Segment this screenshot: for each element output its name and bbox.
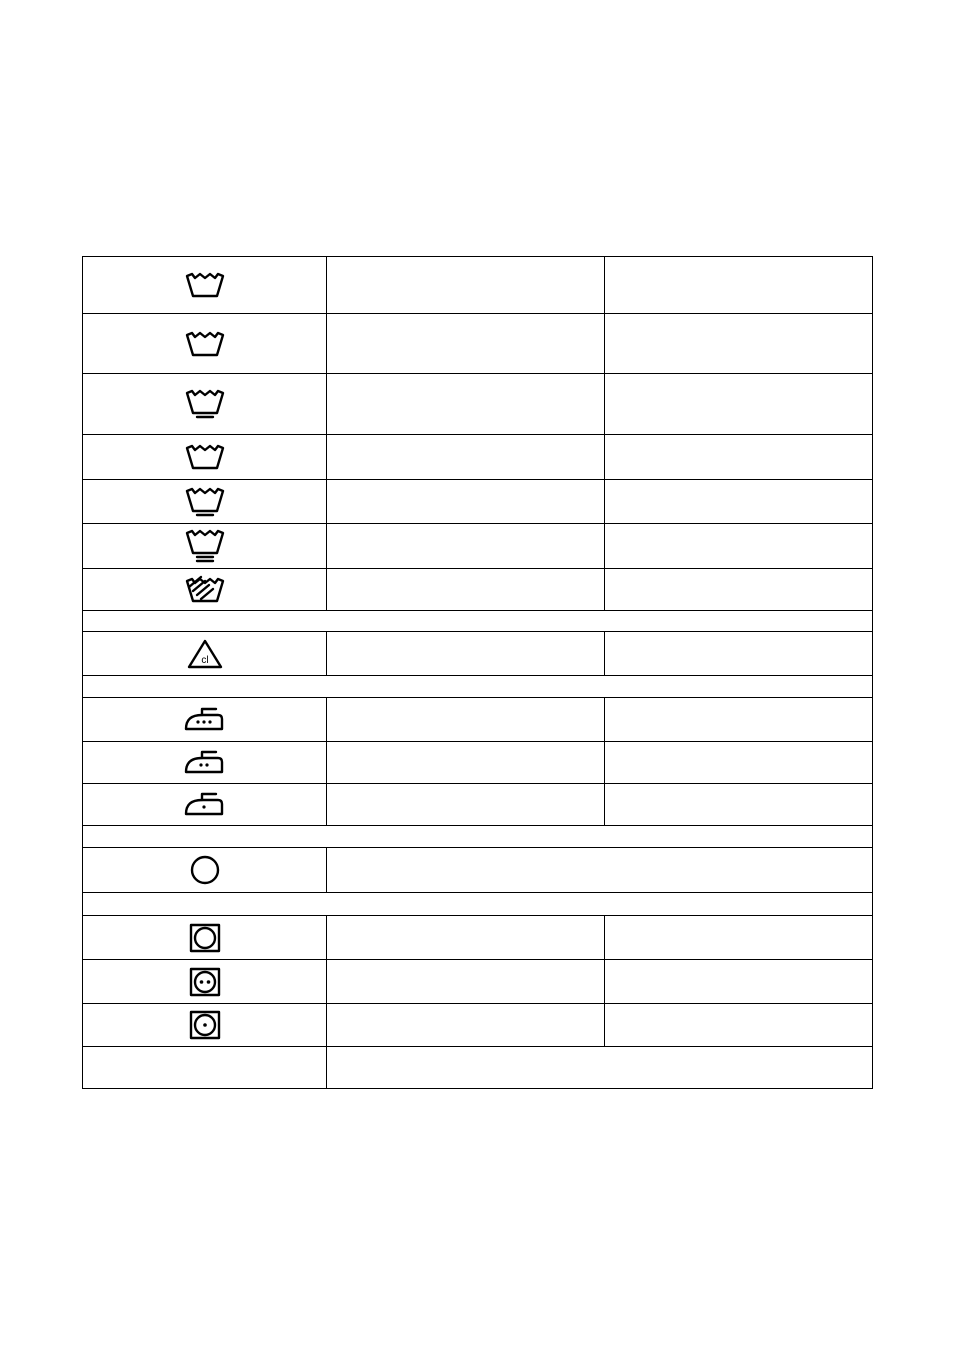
extra-cell (605, 1004, 873, 1047)
table-row (83, 435, 873, 480)
table-row (83, 826, 873, 848)
iron-2dot-icon (83, 742, 327, 784)
table-row: cl (83, 632, 873, 676)
description-cell (327, 916, 605, 960)
description-cell (327, 435, 605, 480)
table-row (83, 960, 873, 1004)
table-row (83, 314, 873, 374)
tumble-1dot-icon (83, 1004, 327, 1047)
table-row (83, 374, 873, 435)
description-cell (327, 632, 605, 676)
extra-cell (605, 480, 873, 524)
description-cell (327, 374, 605, 435)
description-cell (327, 698, 605, 742)
table-row (83, 698, 873, 742)
table-row (83, 893, 873, 916)
table-row (83, 1047, 873, 1089)
wash-basin-1bar-icon (83, 480, 327, 524)
table-row (83, 916, 873, 960)
extra-cell (605, 374, 873, 435)
table-row (83, 784, 873, 826)
extra-cell (605, 524, 873, 569)
table-row (83, 569, 873, 611)
description-cell (327, 480, 605, 524)
wash-basin-2bar-icon (83, 524, 327, 569)
description-cell (327, 742, 605, 784)
description-cell (327, 960, 605, 1004)
wash-basin-hand-icon (83, 569, 327, 611)
extra-cell (605, 698, 873, 742)
iron-3dot-icon (83, 698, 327, 742)
wash-basin-1bar-icon (83, 374, 327, 435)
description-cell (327, 784, 605, 826)
description-cell (327, 524, 605, 569)
table-row (83, 611, 873, 632)
extra-cell (605, 257, 873, 314)
wash-basin-icon (83, 314, 327, 374)
description-cell (327, 848, 873, 893)
description-cell (327, 314, 605, 374)
section-spacer (83, 676, 873, 698)
description-cell (327, 569, 605, 611)
wash-basin-icon (83, 257, 327, 314)
extra-cell (605, 314, 873, 374)
table-row (83, 524, 873, 569)
table-row (83, 742, 873, 784)
table-row (83, 848, 873, 893)
extra-cell (605, 784, 873, 826)
blank-icon (83, 1047, 327, 1089)
description-cell (327, 1004, 605, 1047)
tumble-2dot-icon (83, 960, 327, 1004)
section-spacer (83, 611, 873, 632)
section-spacer (83, 826, 873, 848)
iron-1dot-icon (83, 784, 327, 826)
dryclean-circle-icon (83, 848, 327, 893)
description-cell (327, 1047, 873, 1089)
care-symbols-table: cl (82, 256, 873, 1089)
table-row (83, 257, 873, 314)
wash-basin-icon (83, 435, 327, 480)
description-cell (327, 257, 605, 314)
extra-cell (605, 632, 873, 676)
page: cl (0, 0, 954, 1351)
bleach-cl-icon: cl (83, 632, 327, 676)
extra-cell (605, 742, 873, 784)
tumble-empty-icon (83, 916, 327, 960)
extra-cell (605, 569, 873, 611)
extra-cell (605, 916, 873, 960)
svg-text:cl: cl (201, 655, 208, 666)
section-spacer (83, 893, 873, 916)
extra-cell (605, 960, 873, 1004)
table-row (83, 1004, 873, 1047)
table-row (83, 480, 873, 524)
table-row (83, 676, 873, 698)
extra-cell (605, 435, 873, 480)
